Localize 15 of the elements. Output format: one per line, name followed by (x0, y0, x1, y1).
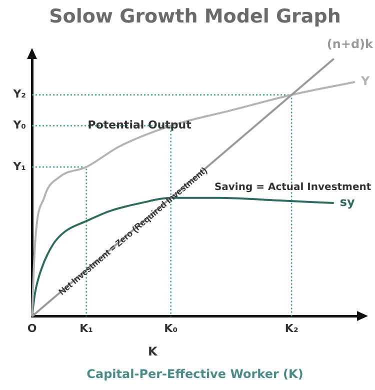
annotation: Potential Output (88, 118, 192, 132)
text: K (148, 344, 158, 359)
series-label: (n+d)k (326, 36, 374, 51)
chart-title: Solow Growth Model Graph (49, 5, 341, 28)
ref-line-label: Y₁ (12, 160, 26, 173)
x-tick-label: K₂ (284, 322, 298, 335)
annotation: Saving = Actual Investment (214, 182, 372, 194)
x-tick-label: O (27, 322, 37, 335)
ref-line-label: Y₀ (12, 118, 26, 132)
x-tick-label: K₁ (80, 322, 94, 335)
x-tick-label: K₀ (164, 322, 178, 335)
ref-line-label: Y₂ (12, 88, 26, 101)
series-label: Y (360, 74, 370, 88)
x-axis-title: Capital-Per-Effective Worker (K) (86, 366, 304, 381)
series-label: sy (340, 195, 355, 210)
